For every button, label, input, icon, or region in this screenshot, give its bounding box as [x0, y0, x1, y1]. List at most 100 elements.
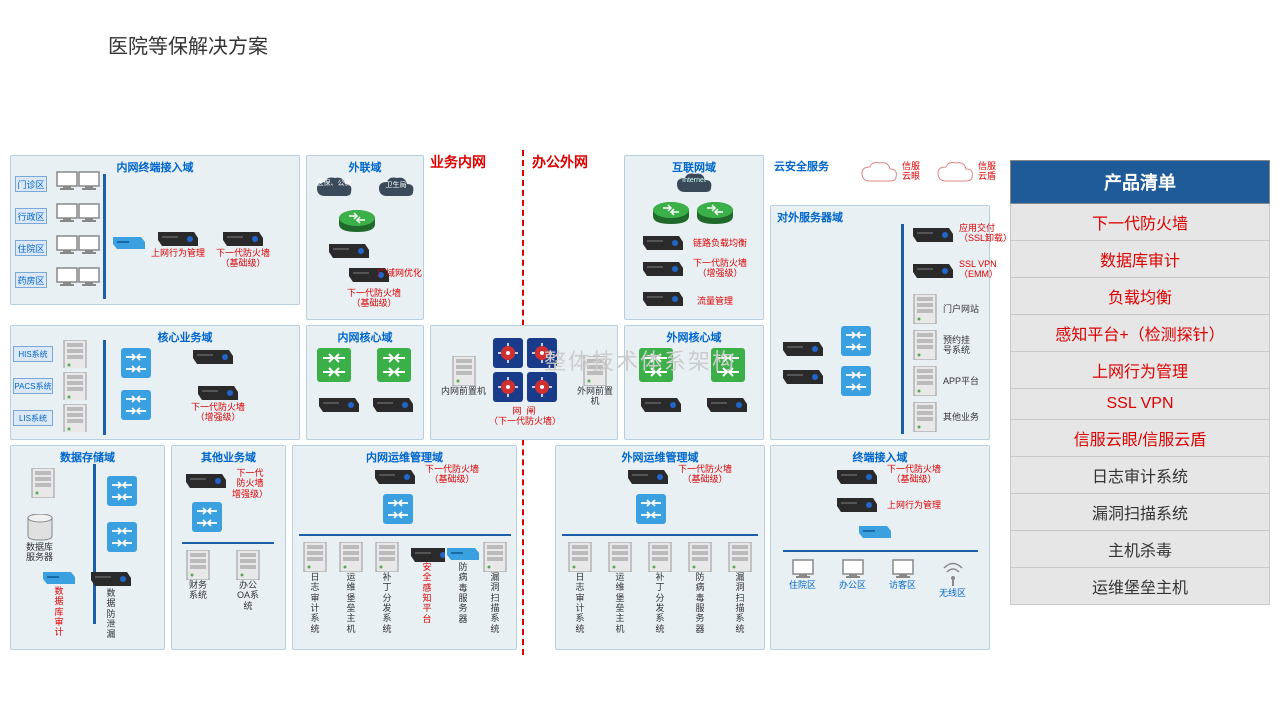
- label: 下一代 防火墙 增强级）: [232, 468, 268, 499]
- pc-icon: [55, 266, 79, 288]
- inner-net-label: 业务内网: [430, 152, 486, 172]
- switch-icon: [121, 348, 151, 378]
- zone-innercore: 内网核心域: [306, 325, 424, 440]
- zone-external: 外联域 医保、公保 卫生局 广域网优化 下一代防火墙 （基础级）: [306, 155, 424, 320]
- storage-icon: [26, 514, 54, 542]
- area-label: 门诊区: [15, 176, 47, 192]
- label: 上网行为管理: [887, 500, 941, 510]
- appliance-icon: [857, 520, 893, 540]
- switch-icon: [107, 522, 137, 552]
- label: 数据库 服务器: [26, 542, 53, 563]
- product-row: 负载均衡: [1010, 278, 1270, 315]
- server-icon: [29, 468, 57, 498]
- zone-title: 其他业务域: [172, 446, 285, 465]
- product-row: 信服云眼/信服云盾: [1010, 420, 1270, 457]
- switch-icon: [841, 366, 871, 396]
- ext-service: 门户网站: [911, 294, 979, 324]
- zone-extserver: 对外服务器域 应用交付 （SSL卸载） SSL VPN （EMM） 门户网站 预…: [770, 205, 990, 440]
- appliance-icon: [373, 464, 417, 486]
- product-list-header: 产品清单: [1010, 160, 1270, 204]
- area-label: 行政区: [15, 208, 47, 224]
- zone-title: 外联域: [307, 156, 423, 175]
- pc-icon: [77, 202, 101, 224]
- zone-title: 终端接入域: [771, 446, 989, 465]
- terminal-area: 住院区: [789, 558, 816, 590]
- switch-icon: [841, 326, 871, 356]
- server-icon: [581, 356, 609, 386]
- area-label: 住院区: [15, 240, 47, 256]
- switch-icon: [377, 348, 411, 382]
- zone-internet: 互联网域 Internet 链路负载均衡 下一代防火墙 （增强级） 流量管理: [624, 155, 764, 320]
- appliance-icon: [781, 364, 825, 386]
- appliance-icon: [705, 392, 749, 414]
- appliance-icon: [641, 230, 685, 252]
- sys-label: PACS系统: [13, 378, 53, 394]
- product-row: 数据库审计: [1010, 241, 1270, 278]
- ops-item: 运 维 堡 垒 主 机: [337, 542, 365, 634]
- label: 信服 云盾: [978, 161, 996, 182]
- zone-otherbiz: 其他业务域 下一代 防火墙 增强级） 财务 系统 办公 OA系 统: [171, 445, 286, 650]
- label: 下一代防火墙 （增强级）: [693, 258, 747, 279]
- ops-item: 日 志 审 计 系 统: [566, 542, 594, 634]
- server-icon: [61, 340, 89, 368]
- zone-outops: 外网运维管理域 下一代防火墙 （基础级） 日 志 审 计 系 统 运 维 堡 垒…: [555, 445, 765, 650]
- label: 内网前置机: [441, 386, 486, 396]
- product-row: 上网行为管理: [1010, 352, 1270, 389]
- ops-item: 防 病 毒 服 务 器: [686, 542, 714, 634]
- gate-icon: [493, 338, 523, 368]
- label: 流量管理: [697, 296, 733, 306]
- appliance-icon: [835, 464, 879, 486]
- zone-termout: 终端接入域 下一代防火墙 （基础级） 上网行为管理 住院区 办公区 访客区 无线…: [770, 445, 990, 650]
- zone-title: 内网核心域: [307, 326, 423, 345]
- ops-item: 运 维 堡 垒 主 机: [606, 542, 634, 634]
- appliance-icon: [156, 226, 200, 248]
- appliance-icon: [184, 468, 228, 490]
- zone-title: 内网运维管理域: [293, 446, 516, 465]
- ext-service: SSL VPN （EMM）: [911, 258, 998, 280]
- label: Internet: [673, 177, 715, 185]
- zone-terminal-in: 内网终端接入域 门诊区 行政区 住院区 药房区 上网行为管理 下一代防火墙 （基…: [10, 155, 300, 305]
- gate-icon: [527, 372, 557, 402]
- label: 网 闸 （下一代防火墙）: [489, 406, 559, 427]
- appliance-icon: [641, 256, 685, 278]
- terminal-area: 办公区: [839, 558, 866, 590]
- ext-service: 其他业务: [911, 402, 979, 432]
- product-list: 产品清单 下一代防火墙数据库审计负载均衡感知平台+（检测探针）上网行为管理SSL…: [1010, 160, 1270, 605]
- label: 链路负载均衡: [693, 238, 747, 248]
- switch-icon: [639, 348, 673, 382]
- pc-icon: [55, 234, 79, 256]
- product-row: 下一代防火墙: [1010, 204, 1270, 241]
- appliance-icon: [639, 392, 683, 414]
- appliance-icon: [835, 492, 879, 514]
- zone-inops: 内网运维管理域 下一代防火墙 （基础级） 日 志 审 计 系 统 运 维 堡 垒…: [292, 445, 517, 650]
- cloud-icon: [858, 159, 900, 183]
- area-label: 药房区: [15, 272, 47, 288]
- label: 数 据 库 审 计: [54, 586, 63, 638]
- product-row: 主机杀毒: [1010, 531, 1270, 568]
- switch-icon: [383, 494, 413, 524]
- sys-label: LIS系统: [13, 410, 53, 426]
- page-title: 医院等保解决方案: [108, 30, 268, 59]
- ops-item: 补 丁 分 发 系 统: [373, 542, 401, 634]
- product-row: 日志审计系统: [1010, 457, 1270, 494]
- label: 下一代防火墙 （基础级）: [887, 464, 941, 485]
- label: 外网前置机: [573, 386, 617, 407]
- terminal-area: 访客区: [889, 558, 916, 590]
- label: 信服 云眼: [902, 161, 920, 182]
- zone-cloudsec: 云安全服务 信服 云眼 信服 云盾: [770, 155, 990, 205]
- router-icon: [695, 200, 735, 224]
- label: 办公 OA系 统: [237, 580, 259, 611]
- product-row: 运维堡垒主机: [1010, 568, 1270, 605]
- appliance-icon: [371, 392, 415, 414]
- label: 数 据 防 泄 漏: [106, 588, 115, 640]
- ops-item: 漏 洞 扫 描 系 统: [481, 542, 509, 634]
- zone-title: 数据存储域: [11, 446, 164, 465]
- appliance-icon: [327, 238, 371, 260]
- ext-service: 预约挂 号系统: [911, 330, 970, 360]
- product-row: 感知平台+（检测探针）: [1010, 315, 1270, 352]
- zone-corebiz: 核心业务域 HIS系统 PACS系统 LIS系统 下一代防火墙 （增强级）: [10, 325, 300, 440]
- appliance-icon: [781, 336, 825, 358]
- appliance-icon: [317, 392, 361, 414]
- router-icon: [337, 208, 377, 232]
- label: 下一代防火墙 （基础级）: [678, 464, 732, 485]
